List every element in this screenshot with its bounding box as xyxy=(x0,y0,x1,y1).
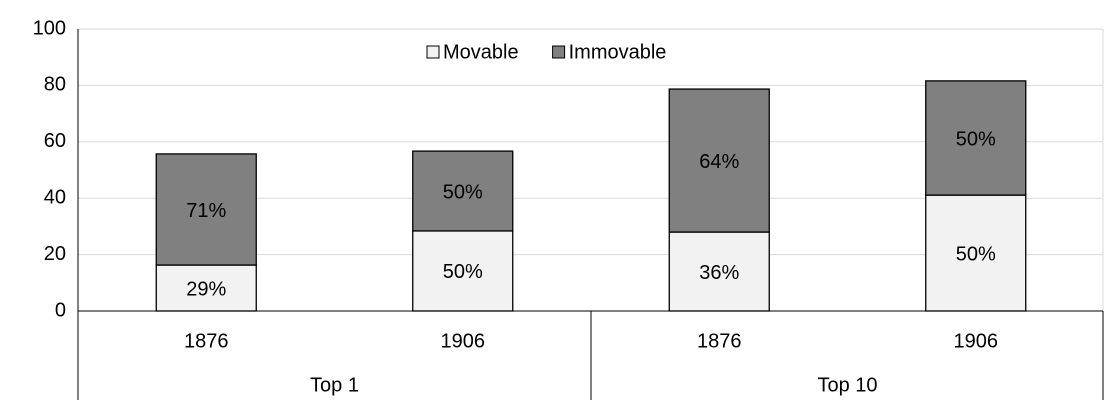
bar-segment xyxy=(412,230,514,312)
y-tick-label: 80 xyxy=(44,74,66,96)
y-tick-label: 0 xyxy=(55,299,66,321)
data-label: 50% xyxy=(956,243,996,265)
y-tick-label: 40 xyxy=(44,186,66,208)
data-label: 50% xyxy=(443,261,483,283)
y-tick-label: 60 xyxy=(44,130,66,152)
bar-segment xyxy=(412,150,514,232)
data-label: 50% xyxy=(443,181,483,203)
x-tick-label: 1906 xyxy=(954,330,999,352)
group-label: Top 1 xyxy=(310,374,359,396)
bar-segment xyxy=(668,231,770,312)
data-label: 71% xyxy=(186,200,226,222)
group-label: Top 10 xyxy=(817,374,877,396)
bar-segment xyxy=(155,264,257,312)
x-tick-label: 1876 xyxy=(184,330,229,352)
data-label: 36% xyxy=(699,262,739,284)
legend-label: Immovable xyxy=(569,41,667,63)
legend-label: Movable xyxy=(443,41,519,63)
data-label: 29% xyxy=(186,278,226,300)
data-label: 50% xyxy=(956,128,996,150)
bar-segment xyxy=(155,153,257,266)
x-tick-label: 1876 xyxy=(697,330,742,352)
y-tick-label: 100 xyxy=(33,17,66,39)
y-tick-label: 20 xyxy=(44,243,66,265)
x-tick-label: 1906 xyxy=(441,330,486,352)
data-label: 64% xyxy=(699,151,739,173)
legend-swatch xyxy=(426,45,440,59)
bar-segment xyxy=(668,88,770,233)
bar-segment xyxy=(925,80,1027,196)
legend-swatch xyxy=(552,45,566,59)
